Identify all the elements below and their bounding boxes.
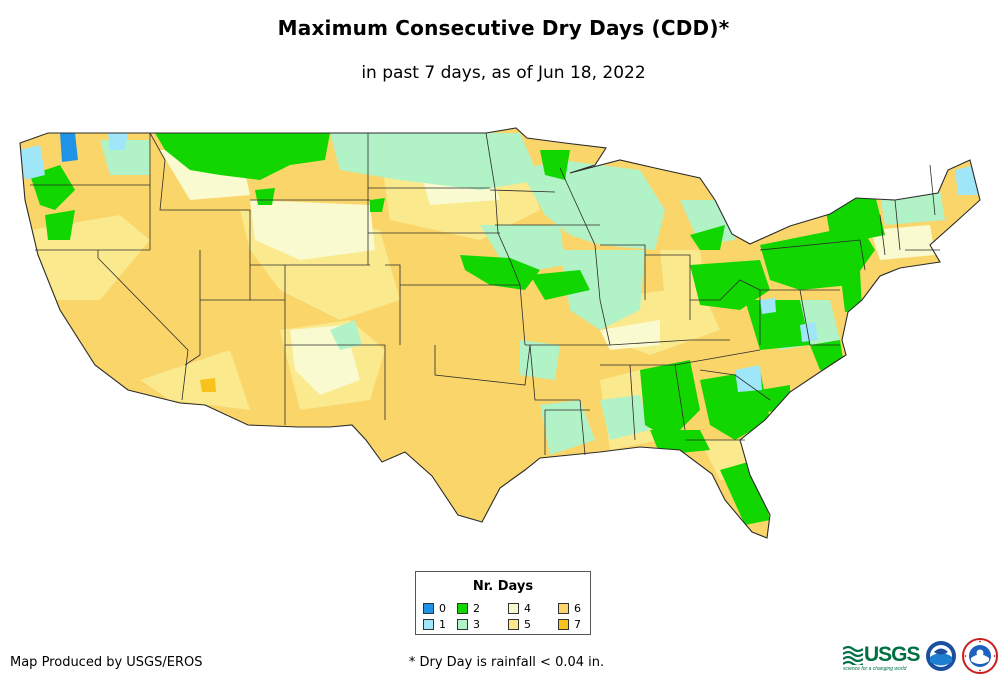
legend-label: 0 [439, 602, 446, 615]
dry-day-footnote: * Dry Day is rainfall < 0.04 in. [408, 655, 605, 670]
map-credit: Map Produced by USGS/EROS [10, 655, 203, 670]
legend-swatch [423, 603, 434, 614]
legend-swatch [558, 619, 569, 630]
legend-label: 4 [524, 602, 531, 615]
legend-swatch [457, 603, 468, 614]
legend-swatch [457, 619, 468, 630]
legend-label: 3 [473, 618, 480, 631]
legend-label: 6 [574, 602, 581, 615]
legend-swatch [508, 603, 519, 614]
usgs-wordmark: USGS [864, 643, 921, 666]
legend-swatch [423, 619, 434, 630]
map-subtitle: in past 7 days, as of Jun 18, 2022 [361, 63, 646, 83]
usgs-tagline: science for a changing world [843, 666, 907, 672]
map-title: Maximum Consecutive Dry Days (CDD)* [277, 16, 730, 40]
legend-label: 7 [574, 618, 581, 631]
legend-title: Nr. Days [472, 579, 534, 594]
dry-days-raster [20, 133, 978, 525]
nws-logo-icon [962, 638, 998, 674]
legend-label: 5 [524, 618, 531, 631]
usgs-logo: USGS science for a changing world [843, 643, 921, 673]
legend: Nr. Days 0 1 2 3 4 5 6 7 [415, 571, 591, 635]
noaa-logo-icon [926, 641, 956, 671]
legend-label: 2 [473, 602, 480, 615]
legend-swatch [508, 619, 519, 630]
state-boundaries [30, 132, 940, 456]
usgs-wave-icon [843, 645, 863, 665]
legend-swatch [558, 603, 569, 614]
legend-label: 1 [439, 618, 446, 631]
